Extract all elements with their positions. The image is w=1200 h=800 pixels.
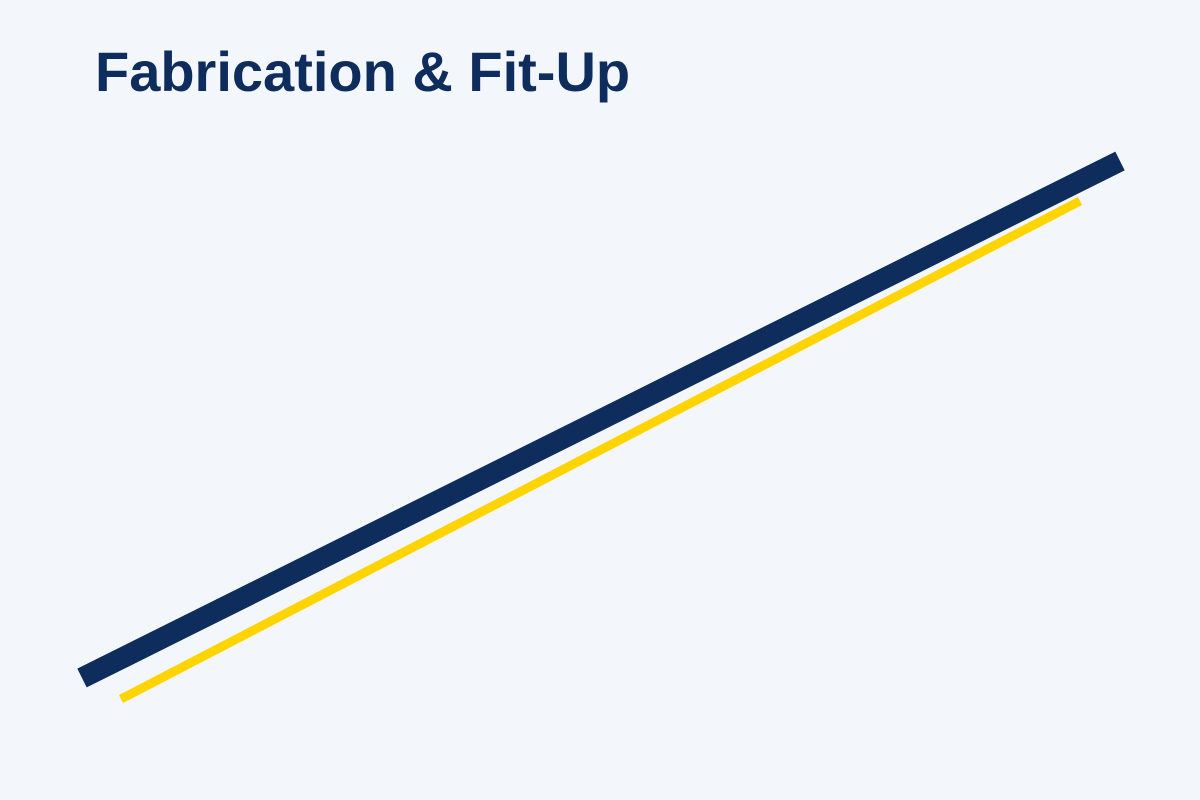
yellow-diagonal-stripe [118,197,1083,703]
slide-title: Fabrication & Fit-Up [95,40,631,103]
navy-diagonal-stripe [77,151,1125,688]
